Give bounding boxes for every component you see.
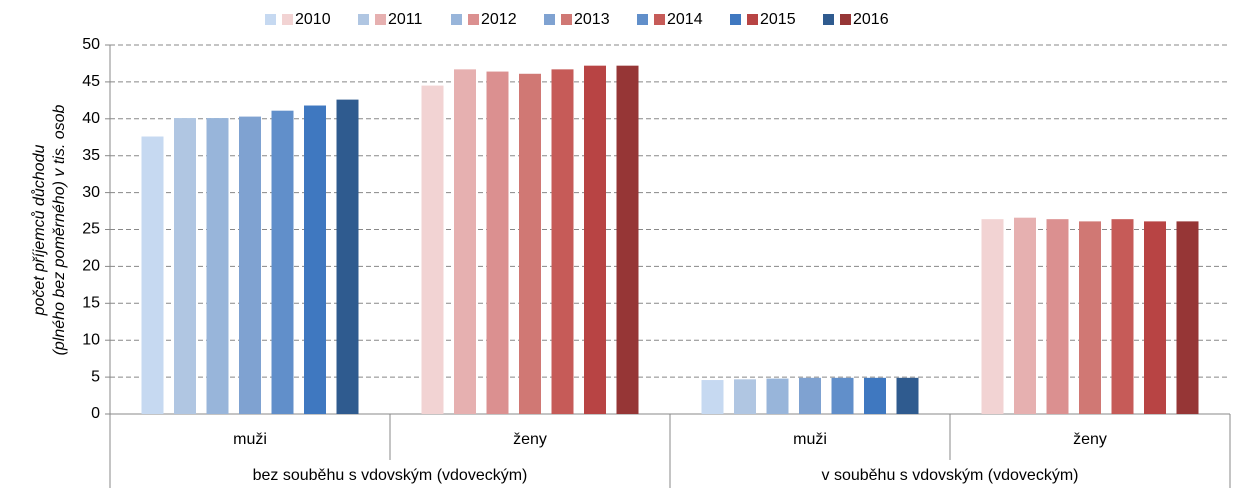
- bar: [616, 65, 639, 414]
- bar: [454, 69, 476, 414]
- bar: [1079, 221, 1101, 414]
- bar: [701, 380, 724, 414]
- legend-swatch: [637, 14, 648, 25]
- y-axis-label: (plného bez poměrného) v tis. osob: [51, 104, 68, 355]
- bar: [799, 377, 821, 414]
- legend-label: 2011: [388, 11, 423, 28]
- y-tick-label: 20: [82, 258, 100, 275]
- legend-label: 2016: [853, 11, 889, 28]
- x-tick-label: ženy: [1073, 431, 1107, 448]
- y-tick-label: 10: [82, 331, 100, 348]
- bar: [304, 105, 326, 415]
- legend-label: 2014: [667, 11, 703, 28]
- group-label: v souběhu s vdovským (vdoveckým): [822, 467, 1079, 484]
- y-tick-label: 0: [91, 405, 100, 422]
- bar: [734, 379, 756, 414]
- legend-swatch: [358, 14, 369, 25]
- y-tick-label: 25: [82, 221, 100, 238]
- bar: [1046, 219, 1069, 414]
- legend-swatch: [823, 14, 834, 25]
- legend-label: 2010: [295, 11, 331, 28]
- x-tick-label: ženy: [513, 431, 547, 448]
- y-tick-label: 5: [91, 368, 100, 385]
- legend-swatch: [468, 14, 479, 25]
- bar: [141, 136, 164, 414]
- bar: [271, 110, 294, 414]
- legend-label: 2013: [574, 11, 610, 28]
- y-tick-label: 15: [82, 295, 100, 312]
- bar: [551, 69, 574, 414]
- legend-swatch: [282, 14, 293, 25]
- bar: [1014, 217, 1036, 414]
- group-label: bez souběhu s vdovským (vdoveckým): [253, 467, 528, 484]
- bar: [519, 73, 541, 415]
- bar: [239, 116, 261, 414]
- y-tick-label: 45: [82, 73, 100, 90]
- y-axis-label: počet příjemců důchodu: [30, 145, 48, 317]
- x-tick-label: muži: [233, 431, 267, 448]
- legend-swatch: [265, 14, 276, 25]
- bar: [486, 71, 509, 415]
- x-tick-label: muži: [793, 431, 827, 448]
- bar: [1176, 221, 1199, 414]
- bar: [1111, 219, 1134, 414]
- y-tick-label: 30: [82, 184, 100, 201]
- bar: [584, 65, 606, 414]
- legend-label: 2015: [760, 11, 796, 28]
- bar: [981, 219, 1004, 414]
- bar: [421, 85, 444, 414]
- y-tick-label: 40: [82, 110, 100, 127]
- legend-swatch: [840, 14, 851, 25]
- legend-swatch: [730, 14, 741, 25]
- legend-swatch: [654, 14, 665, 25]
- legend-swatch: [544, 14, 555, 25]
- legend-swatch: [375, 14, 386, 25]
- bar: [206, 118, 229, 414]
- y-tick-label: 50: [82, 36, 100, 53]
- legend-swatch: [561, 14, 572, 25]
- legend-label: 2012: [481, 11, 517, 28]
- bar: [864, 377, 886, 414]
- y-tick-label: 35: [82, 147, 100, 164]
- bar: [174, 118, 196, 414]
- bar: [336, 99, 359, 414]
- bar: [831, 377, 854, 414]
- legend-swatch: [747, 14, 758, 25]
- bar: [1144, 221, 1166, 414]
- legend-swatch: [451, 14, 462, 25]
- bar: [766, 378, 789, 414]
- bar: [896, 377, 919, 414]
